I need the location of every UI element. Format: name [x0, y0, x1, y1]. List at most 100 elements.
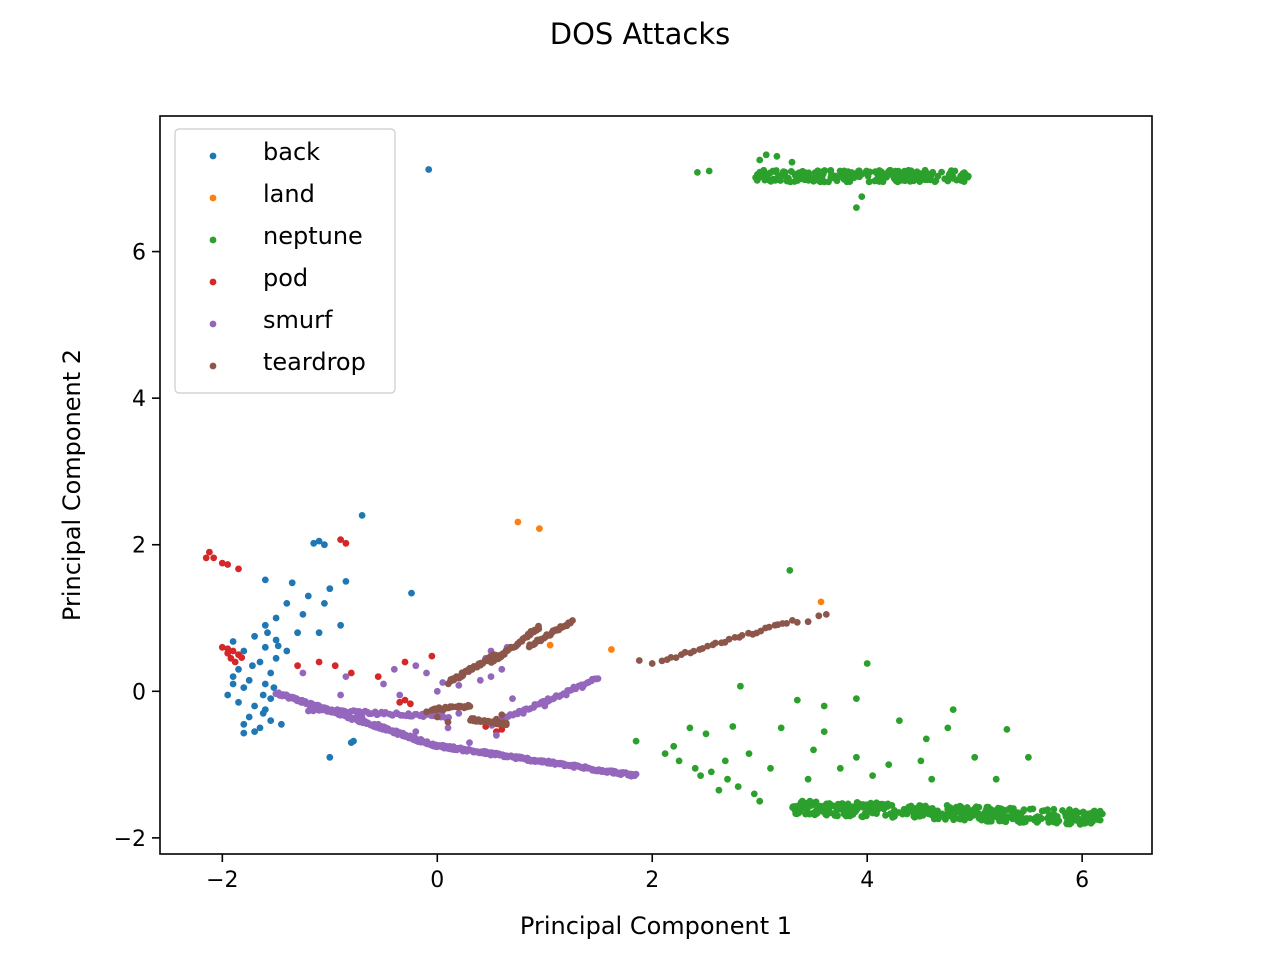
point-back — [315, 629, 323, 637]
point-neptune — [799, 804, 807, 812]
point-pod — [224, 649, 232, 657]
point-neptune — [948, 167, 955, 175]
point-back — [299, 611, 307, 618]
point-back — [425, 166, 433, 173]
point-smurf — [423, 669, 430, 677]
point-neptune — [922, 169, 930, 176]
point-pod — [401, 696, 409, 704]
point-neptune — [940, 813, 948, 820]
point-smurf — [519, 709, 527, 717]
legend-label-neptune: neptune — [263, 222, 363, 250]
point-neptune — [853, 799, 861, 807]
point-neptune — [675, 757, 683, 765]
point-smurf — [466, 739, 473, 746]
point-back — [272, 654, 280, 662]
point-neptune — [772, 167, 780, 174]
point-neptune — [864, 807, 872, 815]
point-neptune — [917, 802, 925, 810]
point-neptune — [972, 803, 980, 811]
point-neptune — [901, 167, 908, 175]
point-neptune — [787, 178, 794, 186]
point-pod — [238, 654, 246, 661]
point-smurf — [342, 673, 350, 680]
point-teardrop — [635, 657, 643, 664]
point-neptune — [817, 802, 824, 810]
y-tick-label: 0 — [132, 680, 146, 705]
point-neptune — [820, 702, 828, 710]
point-neptune — [1079, 808, 1087, 816]
point-neptune — [931, 178, 939, 186]
point-neptune — [745, 750, 753, 757]
point-neptune — [820, 728, 828, 735]
legend-marker-smurf — [209, 320, 217, 328]
point-teardrop — [712, 639, 719, 647]
point-neptune — [949, 813, 956, 820]
point-back — [310, 539, 318, 547]
point-neptune — [966, 814, 974, 822]
point-pod — [331, 662, 339, 670]
point-neptune — [934, 811, 942, 818]
ticks-layer: −2 0 2 4 6 −2 0 2 4 6 — [114, 241, 1090, 893]
point-smurf — [632, 770, 640, 778]
point-neptune — [802, 810, 809, 818]
point-teardrop — [423, 708, 430, 716]
point-neptune — [823, 803, 831, 811]
point-teardrop — [783, 620, 790, 627]
legend-marker-pod — [209, 278, 217, 286]
point-neptune — [707, 768, 715, 776]
point-smurf — [337, 691, 344, 699]
point-neptune — [1092, 810, 1100, 818]
point-teardrop — [493, 715, 500, 723]
point-neptune — [923, 807, 931, 815]
point-teardrop — [738, 632, 746, 639]
point-back — [261, 621, 269, 629]
point-smurf — [476, 676, 484, 684]
point-back — [240, 647, 248, 655]
point-neptune — [1076, 817, 1084, 825]
point-neptune — [957, 803, 965, 811]
point-neptune — [944, 724, 952, 732]
point-neptune — [1048, 813, 1056, 821]
point-smurf — [396, 691, 404, 699]
point-neptune — [1063, 820, 1071, 828]
point-teardrop — [444, 718, 452, 726]
point-neptune — [918, 811, 925, 819]
point-smurf — [444, 724, 452, 732]
point-neptune — [804, 775, 812, 783]
point-pod — [342, 539, 350, 547]
x-tick-label: 2 — [645, 868, 659, 893]
point-smurf — [439, 679, 447, 686]
y-tick-label: 2 — [132, 534, 146, 559]
point-pod — [315, 658, 323, 666]
point-neptune — [1003, 726, 1011, 733]
point-back — [278, 720, 285, 728]
point-neptune — [864, 172, 872, 180]
legend-marker-back — [209, 152, 217, 160]
point-neptune — [948, 806, 955, 813]
point-neptune — [795, 173, 802, 181]
point-back — [264, 629, 271, 637]
point-smurf — [594, 675, 602, 682]
point-neptune — [724, 775, 731, 783]
point-back — [261, 643, 269, 651]
point-back — [229, 638, 237, 645]
point-neptune — [985, 815, 993, 823]
point-back — [342, 578, 350, 585]
point-neptune — [953, 176, 960, 184]
point-neptune — [1026, 805, 1034, 813]
point-neptune — [1031, 816, 1038, 824]
point-land — [536, 525, 543, 532]
y-axis-label: Principal Component 2 — [58, 349, 86, 621]
point-smurf — [374, 720, 382, 728]
point-back — [270, 684, 278, 691]
point-neptune — [1089, 818, 1096, 825]
point-neptune — [819, 808, 826, 815]
point-neptune — [767, 764, 774, 772]
point-teardrop — [704, 642, 711, 650]
point-neptune — [750, 790, 758, 798]
point-neptune — [661, 750, 669, 757]
point-neptune — [858, 193, 866, 201]
point-neptune — [1044, 806, 1051, 813]
point-neptune — [1038, 815, 1045, 822]
point-teardrop — [466, 703, 474, 710]
